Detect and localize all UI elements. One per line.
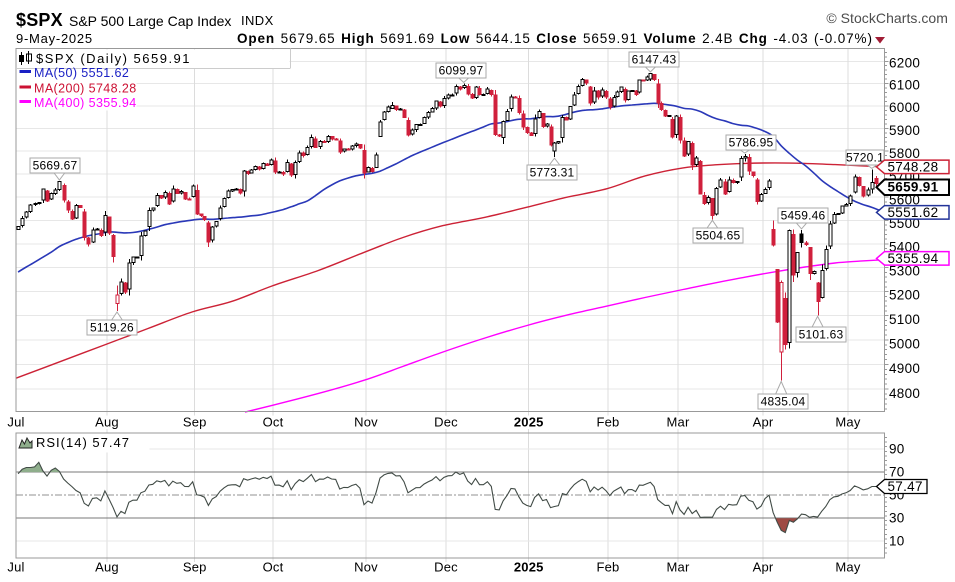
svg-text:9-May-2025: 9-May-2025 [16, 31, 93, 46]
svg-text:5600: 5600 [889, 192, 920, 207]
svg-text:Dec: Dec [434, 560, 458, 575]
svg-text:4900: 4900 [889, 361, 920, 376]
svg-text:5459.46: 5459.46 [781, 209, 826, 223]
svg-text:5355.94: 5355.94 [888, 251, 939, 266]
svg-text:5786.95: 5786.95 [729, 136, 774, 150]
svg-text:5900: 5900 [889, 123, 920, 138]
svg-text:5504.65: 5504.65 [696, 229, 741, 243]
svg-text:MA(400) 5355.94: MA(400) 5355.94 [34, 96, 137, 110]
svg-text:70: 70 [889, 465, 905, 480]
svg-text:© StockCharts.com: © StockCharts.com [826, 10, 948, 26]
svg-text:Oct: Oct [263, 560, 284, 575]
svg-text:May: May [835, 415, 860, 430]
svg-text:5773.31: 5773.31 [530, 166, 575, 180]
svg-text:Dec: Dec [434, 415, 458, 430]
svg-text:2025: 2025 [514, 560, 544, 575]
svg-text:Mar: Mar [667, 560, 690, 575]
svg-text:Aug: Aug [95, 415, 119, 430]
svg-text:Jul: Jul [7, 415, 24, 430]
svg-text:Oct: Oct [263, 415, 284, 430]
svg-text:Sep: Sep [183, 560, 207, 575]
svg-text:5000: 5000 [889, 337, 920, 352]
svg-text:MA(50) 5551.62: MA(50) 5551.62 [34, 66, 129, 80]
svg-text:Open 5679.65 High 5691.69 Low: Open 5679.65 High 5691.69 Low 5644.15 Cl… [237, 31, 873, 46]
svg-text:Feb: Feb [596, 560, 619, 575]
svg-text:6000: 6000 [889, 100, 920, 115]
svg-text:5720.1: 5720.1 [846, 151, 884, 165]
svg-text:MA(200) 5748.28: MA(200) 5748.28 [34, 82, 137, 96]
svg-text:Apr: Apr [753, 415, 774, 430]
svg-text:6099.97: 6099.97 [439, 64, 484, 78]
svg-text:$SPX: $SPX [16, 10, 63, 30]
svg-text:6147.43: 6147.43 [632, 53, 677, 67]
svg-text:Jul: Jul [7, 560, 24, 575]
svg-text:2025: 2025 [514, 415, 544, 430]
svg-text:S&P 500 Large Cap Index: S&P 500 Large Cap Index [69, 13, 231, 29]
svg-text:Aug: Aug [95, 560, 119, 575]
svg-text:Mar: Mar [667, 415, 690, 430]
svg-text:May: May [835, 560, 860, 575]
svg-text:90: 90 [889, 442, 905, 457]
svg-text:4835.04: 4835.04 [761, 395, 806, 409]
svg-text:57.47: 57.47 [888, 479, 923, 494]
svg-text:5200: 5200 [889, 288, 920, 303]
svg-text:5748.28: 5748.28 [888, 159, 939, 174]
svg-text:6200: 6200 [889, 55, 920, 70]
svg-text:6100: 6100 [889, 78, 920, 93]
svg-text:5100: 5100 [889, 312, 920, 327]
svg-text:RSI(14) 57.47: RSI(14) 57.47 [36, 435, 130, 450]
svg-text:5101.63: 5101.63 [799, 328, 844, 342]
svg-text:5800: 5800 [889, 146, 920, 161]
svg-text:5300: 5300 [889, 264, 920, 279]
svg-text:Sep: Sep [183, 415, 207, 430]
svg-text:Apr: Apr [753, 560, 774, 575]
svg-text:Nov: Nov [354, 560, 378, 575]
svg-text:10: 10 [889, 534, 905, 549]
svg-text:4800: 4800 [889, 386, 920, 401]
svg-text:5669.67: 5669.67 [33, 159, 78, 173]
svg-text:5659.91: 5659.91 [888, 180, 939, 195]
svg-text:Feb: Feb [596, 415, 619, 430]
svg-text:$SPX (Daily) 5659.91: $SPX (Daily) 5659.91 [36, 51, 191, 66]
svg-text:Nov: Nov [354, 415, 378, 430]
svg-text:30: 30 [889, 511, 905, 526]
svg-text:INDX: INDX [241, 13, 274, 28]
svg-text:5119.26: 5119.26 [90, 321, 134, 335]
svg-text:5551.62: 5551.62 [888, 205, 939, 220]
